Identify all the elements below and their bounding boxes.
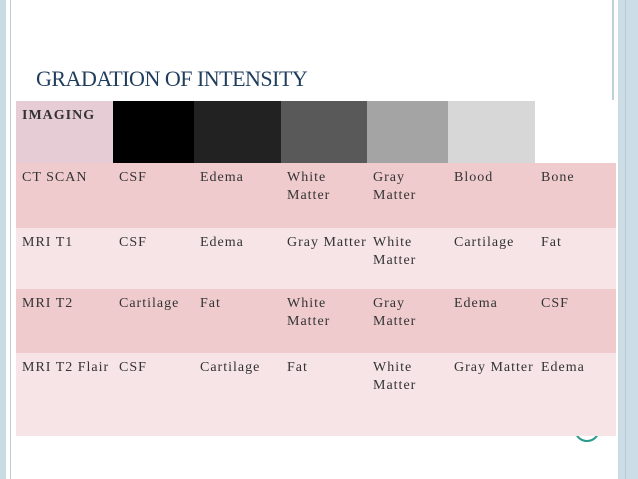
slide-left-border-line xyxy=(10,0,11,479)
slide-right-border-line xyxy=(612,0,614,100)
table-cell: Edema xyxy=(200,235,244,250)
table-header-row: IMAGING xyxy=(16,101,616,163)
intensity-swatch-4 xyxy=(367,101,448,163)
table-cell: White Matter xyxy=(373,360,417,393)
table-cell: CSF xyxy=(119,170,147,185)
slide-left-border xyxy=(0,0,6,479)
table-cell: Gray Matter xyxy=(287,235,367,250)
table-cell: Fat xyxy=(200,296,221,311)
intensity-swatch-2 xyxy=(194,101,281,163)
row-label: MRI T1 xyxy=(22,235,74,250)
slide-right-border-line-outer xyxy=(625,0,626,479)
slide-title: GRADATION OF INTENSITY xyxy=(36,66,308,91)
intensity-swatch-6 xyxy=(535,101,616,163)
table-cell: Edema xyxy=(541,360,585,375)
table-cell: White Matter xyxy=(373,235,417,268)
table-cell: CSF xyxy=(541,296,569,311)
slide-right-border xyxy=(618,0,638,479)
table-cell: Cartilage xyxy=(454,235,515,250)
table-cell: Cartilage xyxy=(200,360,261,375)
table-row: MRI T2 Flair CSF Cartilage Fat White Mat… xyxy=(16,353,616,436)
table-cell: Cartilage xyxy=(119,296,180,311)
table-row: MRI T1 CSF Edema Gray Matter White Matte… xyxy=(16,228,616,289)
table-cell: Gray Matter xyxy=(373,170,417,203)
table-row: CT SCAN CSF Edema White Matter Gray Matt… xyxy=(16,163,616,228)
table-cell: Gray Matter xyxy=(454,360,534,375)
intensity-swatch-3 xyxy=(281,101,367,163)
table-cell: Edema xyxy=(200,170,244,185)
intensity-swatch-5 xyxy=(448,101,535,163)
table-cell: CSF xyxy=(119,360,147,375)
table-cell: White Matter xyxy=(287,170,331,203)
table-cell: White Matter xyxy=(287,296,331,329)
row-label: MRI T2 xyxy=(22,296,74,311)
intensity-swatch-1 xyxy=(113,101,194,163)
header-imaging-label: IMAGING xyxy=(16,101,113,163)
table-cell: Bone xyxy=(541,170,575,185)
table-cell: Gray Matter xyxy=(373,296,417,329)
row-label: CT SCAN xyxy=(22,170,88,185)
table-row: MRI T2 Cartilage Fat White Matter Gray M… xyxy=(16,289,616,353)
row-label: MRI T2 Flair xyxy=(22,360,110,375)
table-cell: Fat xyxy=(541,235,562,250)
table-cell: Blood xyxy=(454,170,494,185)
table-cell: CSF xyxy=(119,235,147,250)
table-cell: Edema xyxy=(454,296,498,311)
table-cell: Fat xyxy=(287,360,308,375)
